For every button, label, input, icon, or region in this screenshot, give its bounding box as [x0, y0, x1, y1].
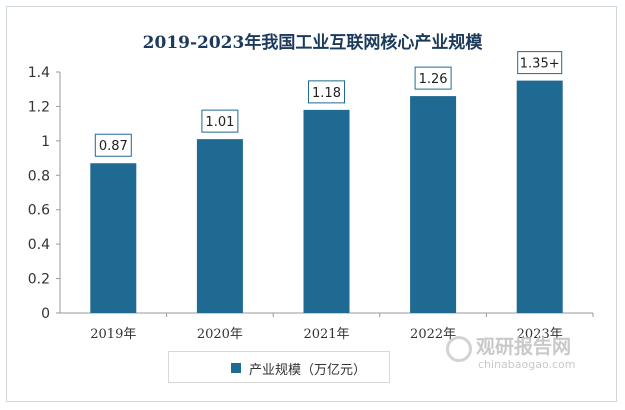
y-tick-label: 1.4	[28, 65, 50, 81]
data-label: 1.26	[419, 72, 448, 87]
legend-swatch	[231, 363, 241, 373]
data-label: 0.87	[99, 139, 128, 154]
bar	[516, 80, 563, 313]
x-tick-label: 2022年	[410, 327, 456, 342]
x-tick-label: 2023年	[517, 327, 563, 342]
data-label-box	[308, 80, 345, 104]
y-tick-label: 0.6	[28, 203, 50, 219]
y-tick-label: 0.2	[28, 272, 50, 288]
y-tick-label: 0.4	[28, 237, 50, 253]
data-label: 1.18	[312, 86, 341, 101]
watermark-logo-icon	[446, 336, 472, 362]
y-tick-label: 0.8	[28, 168, 50, 184]
watermark-name: 观研报告网	[476, 336, 572, 358]
data-label-box	[94, 133, 132, 157]
bar	[90, 163, 137, 313]
bar	[410, 96, 457, 313]
y-tick-label: 1.2	[28, 99, 50, 115]
data-label-box	[414, 66, 452, 90]
y-tick-label: 0	[41, 306, 50, 322]
watermark-url: chinabaogao.com	[478, 358, 576, 371]
x-tick-label: 2019年	[90, 327, 136, 342]
bar	[196, 139, 243, 313]
legend: 产业规模（万亿元）	[168, 351, 390, 383]
data-label: 1.01	[205, 115, 234, 130]
watermark: 观研报告网 chinabaogao.com	[440, 330, 610, 380]
x-tick-label: 2020年	[197, 327, 243, 342]
data-label: 1.35+	[520, 57, 560, 72]
chart-title: 2019-2023年我国工业互联网核心产业规模	[142, 33, 483, 53]
y-tick-label: 1	[41, 134, 50, 150]
bar	[303, 109, 350, 313]
data-label-box	[517, 51, 563, 75]
legend-label: 产业规模（万亿元）	[249, 363, 367, 378]
data-label-box	[201, 109, 239, 133]
x-tick-label: 2021年	[303, 327, 349, 342]
